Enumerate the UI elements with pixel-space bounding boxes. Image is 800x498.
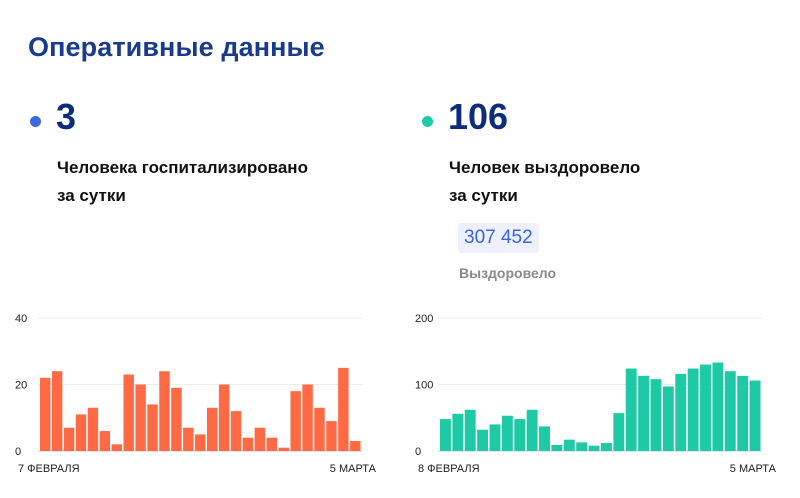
bar — [700, 364, 711, 451]
hospitalized-label-line2: за сутки — [57, 186, 126, 205]
bar — [687, 368, 699, 451]
bar — [242, 437, 254, 451]
y-tick-label: 200 — [415, 313, 433, 325]
bar — [314, 407, 325, 451]
bar — [601, 443, 612, 451]
recovered-label-line1: Человек выздоровело — [449, 158, 641, 177]
bar — [123, 374, 134, 451]
bar — [254, 427, 266, 451]
bar — [588, 445, 600, 451]
bar — [302, 384, 313, 451]
bar — [749, 380, 761, 451]
bar — [266, 437, 278, 451]
bar — [290, 391, 301, 451]
bar — [135, 384, 146, 451]
recovered-total-label: Выздоровело — [459, 265, 557, 281]
bar — [206, 407, 218, 451]
recovered-value: 106 — [448, 96, 509, 137]
bar — [171, 387, 182, 451]
bar — [99, 431, 111, 451]
bar — [675, 373, 687, 451]
bar — [147, 404, 158, 451]
bar — [625, 368, 637, 451]
hospitalized-bar-chart: 0 20 40 7 ФЕВРАЛЯ 5 МАРТА — [15, 313, 377, 475]
bar — [230, 411, 242, 451]
recovered-total-value: 307 452 — [458, 223, 539, 253]
bar — [75, 414, 87, 451]
bar — [326, 421, 337, 451]
bar — [514, 419, 526, 451]
recovered-bar-chart: 0 100 200 8 ФЕВРАЛЯ 5 МАРТА — [415, 313, 777, 475]
bar — [111, 444, 122, 451]
bar — [51, 371, 63, 451]
y-tick-label: 0 — [415, 446, 421, 458]
bar — [218, 384, 230, 451]
page-title: Оперативные данные — [28, 32, 325, 62]
bar — [526, 409, 538, 451]
bar — [662, 386, 674, 451]
x-end-label: 5 МАРТА — [330, 463, 377, 475]
recovered-label: Человек выздоровело за сутки — [449, 154, 640, 210]
bar — [489, 424, 501, 451]
bar — [613, 413, 625, 451]
bar — [63, 427, 75, 451]
bar — [737, 375, 749, 451]
x-end-label: 5 МАРТА — [730, 463, 777, 475]
x-start-label: 8 ФЕВРАЛЯ — [418, 463, 480, 475]
bar — [87, 407, 99, 451]
hospitalized-label: Человека госпитализировано за сутки — [57, 154, 308, 210]
x-start-label: 7 ФЕВРАЛЯ — [18, 463, 80, 475]
bar — [338, 367, 349, 452]
recovered-dot-icon — [422, 116, 433, 127]
bar — [539, 426, 550, 451]
y-tick-label: 0 — [15, 446, 21, 458]
bar — [576, 442, 588, 451]
bar — [563, 439, 575, 451]
bar — [350, 441, 361, 451]
recovered-label-line2: за сутки — [449, 186, 518, 205]
bar — [551, 445, 563, 451]
bar — [501, 415, 513, 451]
bar — [650, 379, 662, 451]
y-tick-label: 40 — [15, 313, 27, 325]
bar — [183, 427, 194, 451]
hospitalized-label-line1: Человека госпитализировано — [57, 158, 308, 177]
bar — [724, 371, 736, 451]
bar — [278, 447, 289, 451]
bar — [452, 413, 464, 451]
bar — [159, 371, 170, 451]
bar — [477, 429, 489, 451]
bar — [638, 375, 650, 451]
hospitalized-dot-icon — [30, 116, 41, 127]
bar — [464, 409, 476, 451]
bar — [195, 434, 206, 452]
bar — [440, 419, 451, 451]
y-tick-label: 100 — [415, 380, 433, 392]
hospitalized-value: 3 — [56, 96, 77, 137]
bar — [712, 362, 724, 451]
y-tick-label: 20 — [15, 380, 27, 392]
bar — [40, 377, 51, 451]
